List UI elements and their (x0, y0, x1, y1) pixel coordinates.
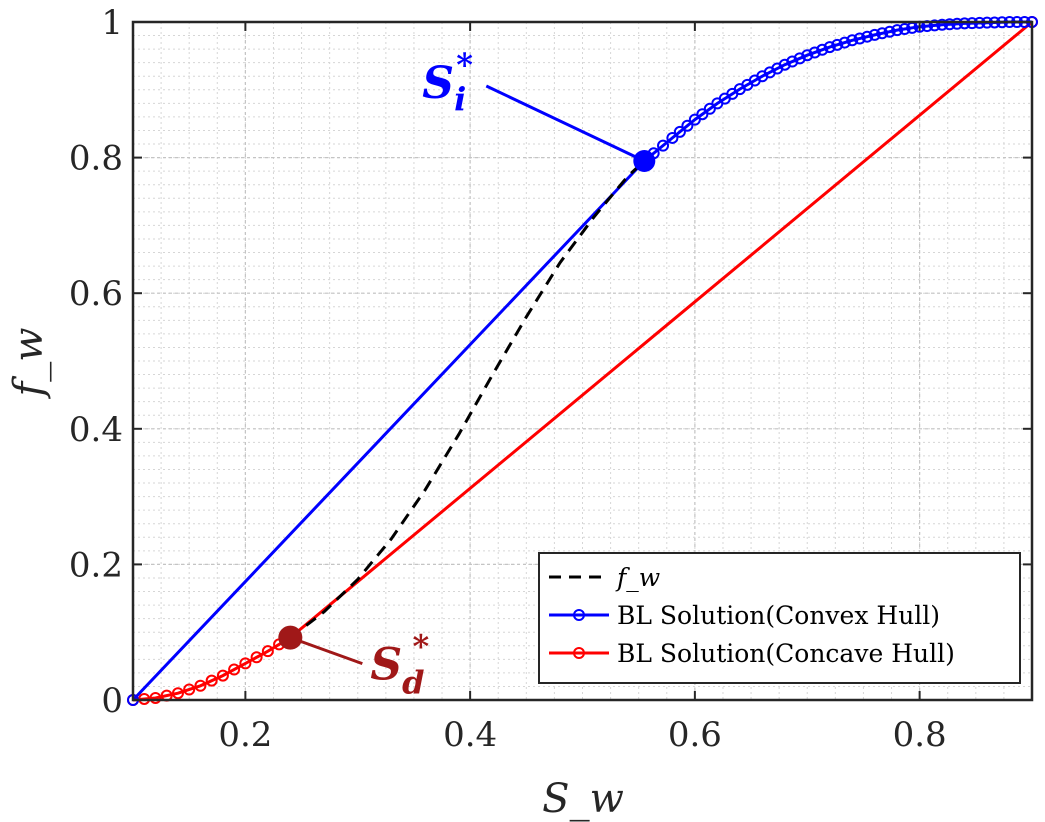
series-marker-convex-hull (808, 46, 821, 59)
series-marker-convex-hull (861, 30, 874, 43)
series-marker-convex-hull (823, 41, 836, 54)
series-marker-convex-hull (778, 58, 791, 71)
series-marker-convex-hull (868, 28, 881, 41)
series-marker-convex-hull (801, 49, 814, 62)
legend-label-fw: f_w (615, 563, 660, 592)
series-marker-convex-hull (891, 24, 904, 37)
legend: f_w BL Solution(Convex Hull) BL Solution… (538, 552, 1021, 684)
series-marker-convex-hull (898, 23, 911, 36)
annotation-sd-base: S (370, 640, 402, 691)
series-marker-concave-hull (250, 651, 263, 664)
series-marker-concave-hull (171, 687, 184, 700)
legend-marker-convex (573, 609, 585, 621)
legend-box (538, 552, 1021, 684)
x-axis-label-text: S_w (542, 776, 624, 822)
series-marker-convex-hull (876, 27, 889, 40)
legend-marker-concave (573, 647, 585, 659)
series-marker-convex-hull (838, 36, 851, 49)
y-tick-label: 1 (101, 3, 123, 43)
series-marker-convex-hull (786, 55, 799, 68)
y-tick-label: 0.8 (69, 139, 123, 179)
series-marker-concave-hull (261, 645, 274, 658)
annotation-label-si: Si* (422, 46, 473, 118)
x-tick-label: 0.4 (443, 715, 497, 755)
x-tick-label: 0.8 (893, 715, 947, 755)
series-line-convex-hull (131, 20, 1032, 702)
ticks: 0.2 0.4 0.6 0.8 0 0.2 0.4 0.6 0.8 1 (69, 3, 1032, 755)
annotation-sd-superscript: * (412, 628, 429, 666)
series-marker-convex-hull (846, 34, 859, 47)
series-marker-concave-hull (216, 669, 229, 682)
x-tick-label: 0.2 (218, 715, 272, 755)
legend-label-concave: BL Solution(Concave Hull) (617, 639, 955, 668)
annotation-si-base: S (422, 58, 454, 109)
series-marker-concave-hull (205, 674, 218, 687)
series-marker-concave-hull (194, 679, 207, 692)
series-marker-convex-hull (936, 18, 949, 31)
series-marker-convex-hull (681, 119, 694, 132)
series-marker-convex-hull (673, 125, 686, 138)
series-marker-convex-hull (793, 52, 806, 65)
annotations: Si*Sd* (278, 46, 656, 702)
series-marker-convex-hull (951, 17, 964, 30)
series-marker-convex-hull (831, 38, 844, 51)
series-marker-convex-hull (666, 131, 679, 144)
series-marker-convex-hull (853, 32, 866, 45)
annotation-point-sd (278, 625, 303, 650)
annotation-si-subscript: i (454, 80, 466, 118)
series-marker-concave-hull (183, 683, 196, 696)
annotation-label-sd: Sd* (370, 628, 429, 702)
series-marker-convex-hull (928, 19, 941, 32)
series-marker-convex-hull (657, 139, 670, 152)
series-marker-convex-hull (816, 43, 829, 56)
annotation-sd-subscript: d (402, 664, 424, 702)
series-line-fw (289, 159, 646, 639)
annotation-leader-sd (289, 636, 363, 666)
y-axis-label-text: f_w (6, 327, 52, 399)
y-tick-label: 0 (101, 681, 123, 721)
series-marker-concave-hull (228, 663, 241, 676)
y-tick-label: 0.6 (69, 274, 123, 314)
plot-frame (131, 20, 1034, 702)
annotation-si-superscript: * (456, 46, 473, 84)
y-tick-label: 0.2 (69, 545, 123, 585)
series-marker-concave-hull (239, 657, 252, 670)
annotation-point-si (633, 149, 656, 172)
series-marker-convex-hull (883, 25, 896, 38)
legend-label-convex: BL Solution(Convex Hull) (617, 601, 940, 630)
x-tick-label: 0.6 (668, 715, 722, 755)
series-marker-convex-hull (958, 17, 971, 30)
series-marker-convex-hull (943, 18, 956, 31)
x-axis-label: S_w (542, 776, 624, 822)
series-marker-concave-hull (149, 691, 162, 704)
y-axis-label: f_w (6, 327, 52, 399)
y-tick-label: 0.4 (69, 410, 123, 450)
annotation-leader-si (485, 84, 645, 163)
